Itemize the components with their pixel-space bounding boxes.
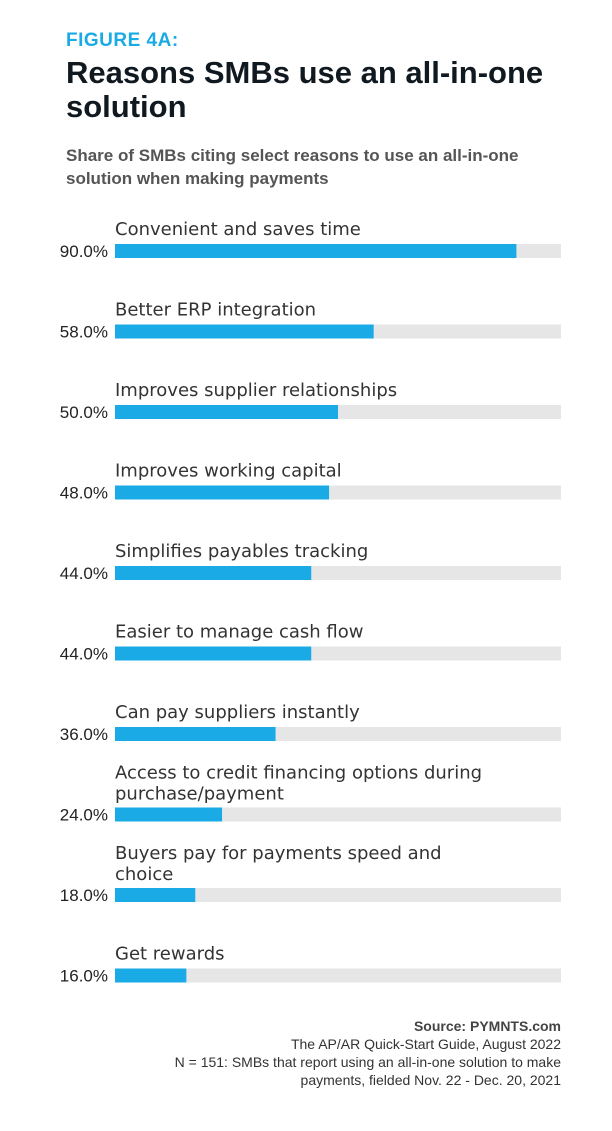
bar [115, 727, 276, 741]
value-label: 90.0% [60, 242, 108, 261]
bar-row: Improves supplier relationships 50.0% [60, 380, 561, 422]
value-label: 44.0% [60, 645, 108, 664]
value-label: 36.0% [60, 725, 108, 744]
bar-track [115, 968, 561, 983]
report-name: The AP/AR Quick-Start Guide, August 2022 [290, 1036, 561, 1052]
bar-row: Get rewards 16.0% [60, 944, 561, 986]
category-label: Improves working capital [115, 461, 342, 482]
bar-row: Easier to manage cash flow 44.0% [60, 622, 561, 664]
bar-row: Improves working capital 48.0% [60, 461, 561, 503]
bar [115, 485, 330, 500]
category-label: Better ERP integration [115, 300, 316, 321]
category-label: Simplifies payables tracking [115, 541, 368, 562]
value-label: 50.0% [60, 403, 108, 422]
bar-track [115, 888, 561, 902]
category-label: Easier to manage cash flow [115, 622, 364, 643]
bar-row: Can pay suppliers instantly 36.0% [60, 702, 561, 744]
source-note: Source: PYMNTS.com [413, 1018, 561, 1034]
value-label: 44.0% [60, 564, 108, 583]
value-label: 24.0% [60, 806, 108, 825]
category-label: purchase/payment [115, 784, 284, 805]
bar-row: Simplifies payables tracking 44.0% [60, 541, 561, 583]
value-label: 58.0% [60, 323, 108, 342]
bar [115, 566, 312, 580]
value-label: 18.0% [60, 886, 108, 905]
category-label: Can pay suppliers instantly [115, 702, 360, 723]
bar [115, 646, 312, 661]
bar [115, 405, 338, 419]
bar-row: Convenient and saves time 90.0% [60, 219, 561, 261]
chart-subtitle: Share of SMBs citing select reasons to u… [66, 146, 519, 188]
bar-row: Better ERP integration 58.0% [60, 300, 561, 342]
category-label: Improves supplier relationships [115, 380, 397, 401]
sample-note-line-2: payments, fielded Nov. 22 - Dec. 20, 202… [300, 1072, 561, 1088]
sample-note-line-1: N = 151: SMBs that report using an all-i… [174, 1054, 561, 1070]
category-label: Buyers pay for payments speed and [115, 843, 442, 864]
category-label: Convenient and saves time [115, 219, 361, 240]
value-label: 16.0% [60, 967, 108, 986]
category-label: Get rewards [115, 944, 225, 965]
bar-track [115, 807, 561, 822]
category-label: Access to credit financing options durin… [115, 763, 482, 784]
bar [115, 324, 374, 339]
chart-title: Reasons SMBs use an all-in-one solution [66, 55, 544, 124]
value-label: 48.0% [60, 484, 108, 503]
bar [115, 888, 196, 902]
figure-label: FIGURE 4A: [66, 30, 179, 51]
bar-row: Access to credit financing options durin… [60, 763, 561, 825]
footer: Source: PYMNTS.com The AP/AR Quick-Start… [41, 1017, 561, 1089]
bar [115, 968, 187, 983]
category-label: choice [115, 864, 173, 885]
bar [115, 244, 517, 258]
bar [115, 807, 223, 822]
